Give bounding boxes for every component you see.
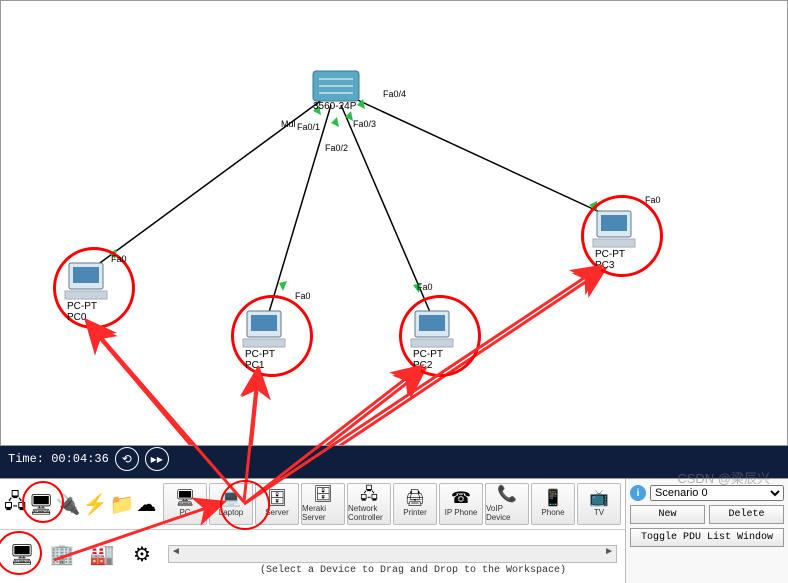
switch-label: 3560-24P [313,101,356,112]
device-palette: 🖧 🖥 🔌 ⚡ 📁 ☁ 🖥PC💻Laptop🗄Server🗄Meraki Ser… [0,479,625,583]
palette-hint: (Select a Device to Drag and Drop to the… [260,565,566,576]
sub-home[interactable]: 🏢 [44,537,80,571]
device-tv[interactable]: 📺TV [577,483,621,525]
workspace-canvas[interactable]: 3560-24P PC-PT PC0 PC-PT PC1 PC-PT PC2 P… [0,0,788,446]
device-server[interactable]: 🗄Server [255,483,299,525]
device-voip-device[interactable]: 📞VoIP Device [485,483,529,525]
sw-port-mul: Mul [281,119,296,129]
pc2-glyph [411,311,453,347]
sw-port-2: Fa0/2 [325,143,348,153]
port-fa0-pc3: Fa0 [645,195,661,205]
pc3-label: PC-PT PC3 [595,249,625,271]
pc3-glyph [593,211,635,247]
pc2-label: PC-PT PC2 [413,349,443,371]
cat-misc1[interactable]: 📁 [110,487,135,521]
pc1-glyph [243,311,285,347]
scenario-select[interactable]: Scenario 0 [650,485,784,501]
device-printer[interactable]: 🖨Printer [393,483,437,525]
palette-row-sub: 🖥 🏢 🏭 ⚙ (Select a Device to Drag and Dro… [0,530,625,578]
port-fa0-pc0: Fa0 [111,254,127,264]
pc0-glyph [65,263,107,299]
pc1-label: PC-PT PC1 [245,349,275,371]
reset-button[interactable]: ⟲ [115,447,139,471]
palette-scrollbar[interactable] [168,545,617,563]
device-phone[interactable]: 📱Phone [531,483,575,525]
realtime-bar: Time: 00:04:36 ⟲ ▸▸ [0,446,788,472]
cat-components[interactable]: 🔌 [56,487,81,521]
sw-port-3: Fa0/3 [353,119,376,129]
device-meraki-server[interactable]: 🗄Meraki Server [301,483,345,525]
sw-port-1: Fa0/1 [297,122,320,132]
device-laptop[interactable]: 💻Laptop [209,483,253,525]
port-fa0-pc1: Fa0 [295,291,311,301]
time-label: Time: 00:04:36 [8,452,109,466]
sub-pc[interactable]: 🖥 [4,537,40,571]
toggle-pdu-button[interactable]: Toggle PDU List Window [630,528,784,547]
palette-row-devices: 🖧 🖥 🔌 ⚡ 📁 ☁ 🖥PC💻Laptop🗄Server🗄Meraki Ser… [0,479,625,530]
device-ip-phone[interactable]: ☎IP Phone [439,483,483,525]
delete-button[interactable]: Delete [709,505,784,524]
pc0-label: PC-PT PC0 [67,301,97,323]
port-fa0-pc2: Fa0 [417,282,433,292]
bottom-panel: 🖧 🖥 🔌 ⚡ 📁 ☁ 🖥PC💻Laptop🗄Server🗄Meraki Ser… [0,478,788,583]
fastforward-button[interactable]: ▸▸ [145,447,169,471]
sub-power[interactable]: ⚙ [124,537,160,571]
info-icon[interactable]: i [630,485,646,501]
topology-svg [1,1,787,445]
cat-misc2[interactable]: ☁ [136,487,156,521]
device-pc[interactable]: 🖥PC [163,483,207,525]
sw-port-4: Fa0/4 [383,89,406,99]
device-network-controller[interactable]: 🖧Network Controller [347,483,391,525]
sub-city[interactable]: 🏭 [84,537,120,571]
cat-end[interactable]: 🖥 [28,487,53,521]
cat-connections[interactable]: ⚡ [83,487,108,521]
cat-network[interactable]: 🖧 [4,487,26,521]
scenario-panel: i Scenario 0 New Delete Toggle PDU List … [625,479,788,583]
new-button[interactable]: New [630,505,705,524]
